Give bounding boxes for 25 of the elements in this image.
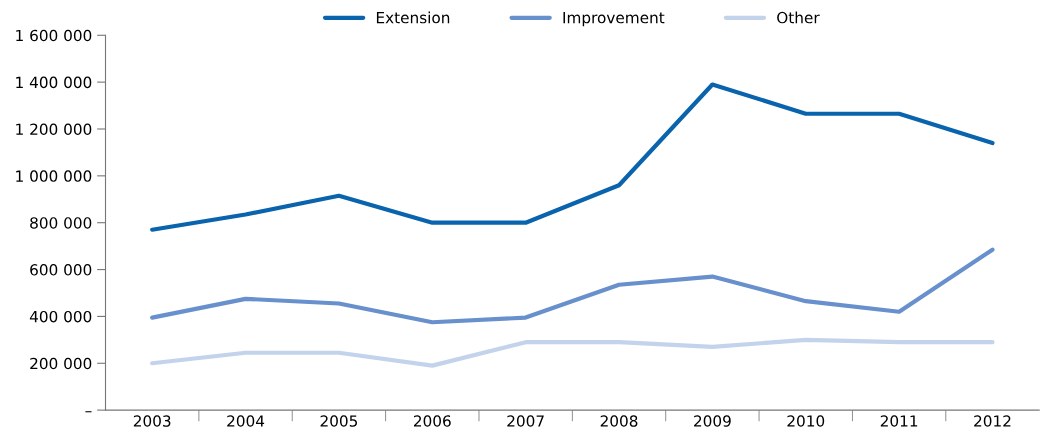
legend-label: Improvement [563,12,665,27]
legend-label: Extension [376,11,450,24]
x-tick-label: 2010 [787,415,825,427]
y-tick-label: 600 000 [30,264,92,276]
y-tick-label: 1 000 000 [16,170,92,182]
y-tick-label: – [85,411,92,413]
y-tick-label: 400 000 [29,310,92,323]
x-tick-label: 2006 [413,415,451,427]
x-tick-label: 2008 [600,415,638,427]
x-tick-label: 2012 [974,415,1011,427]
x-tick-label: 2011 [880,415,918,427]
line-series [150,82,995,232]
y-tick-label: 1 400 000 [16,76,92,89]
line-series [150,247,995,325]
y-tick-label: 200 000 [30,357,92,370]
y-tick-label: 1 600 000 [16,29,92,42]
x-tick-label: 2004 [227,415,265,427]
line-series [150,337,995,368]
x-tick-label: 2003 [133,415,171,427]
x-tick-label: 2005 [320,415,358,427]
x-tick-label: 2009 [694,415,731,427]
legend-label: Other [777,11,820,24]
y-tick-label: 1 200 000 [16,123,92,136]
y-tick-label: 800 000 [30,217,92,229]
x-tick-label: 2007 [507,415,544,427]
